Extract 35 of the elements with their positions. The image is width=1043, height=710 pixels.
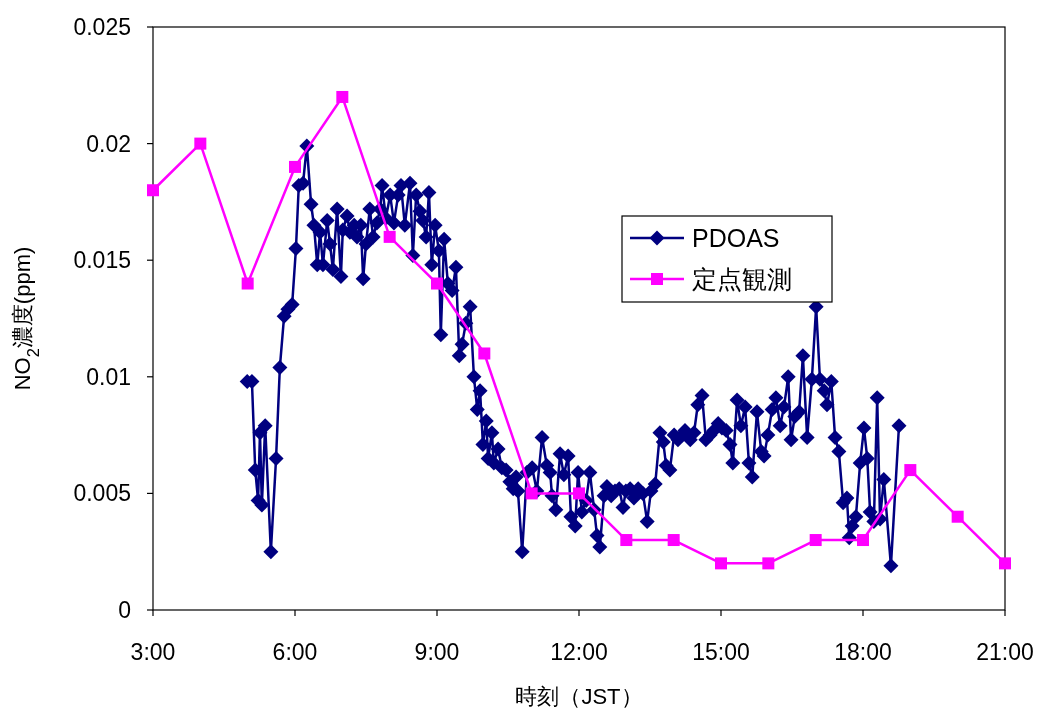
point [667, 534, 680, 547]
y-tick-label: 0 [118, 597, 131, 623]
point [951, 510, 964, 523]
point [762, 557, 775, 570]
x-tick-label: 9:00 [414, 639, 460, 665]
legend-label: PDOAS [692, 224, 780, 252]
point [999, 557, 1011, 570]
y-tick-label: 0.025 [73, 14, 131, 40]
point [147, 184, 159, 197]
point [383, 230, 396, 243]
x-tick-label: 3:00 [130, 639, 176, 665]
x-tick-label: 6:00 [272, 639, 318, 665]
point [525, 487, 538, 500]
point [431, 277, 443, 290]
x-tick-label: 18:00 [834, 639, 892, 665]
x-tick-label: 15:00 [692, 639, 750, 665]
x-axis-title: 時刻（JST） [515, 684, 643, 709]
point [857, 534, 869, 547]
point [289, 160, 301, 173]
legend-label: 定点観測 [692, 265, 792, 293]
point [194, 137, 207, 150]
point [241, 277, 254, 290]
point [715, 557, 727, 570]
point [809, 534, 822, 547]
point [336, 90, 349, 103]
point [620, 534, 633, 547]
point [573, 487, 585, 500]
x-tick-label: 12:00 [550, 639, 608, 665]
y-tick-label: 0.02 [86, 130, 131, 157]
y-tick-label: 0.01 [86, 363, 131, 390]
y-tick-label: 0.005 [73, 480, 131, 507]
point [904, 464, 917, 477]
point [478, 347, 491, 360]
y-tick-label: 0.015 [73, 247, 131, 274]
x-tick-label: 21:00 [976, 639, 1034, 665]
